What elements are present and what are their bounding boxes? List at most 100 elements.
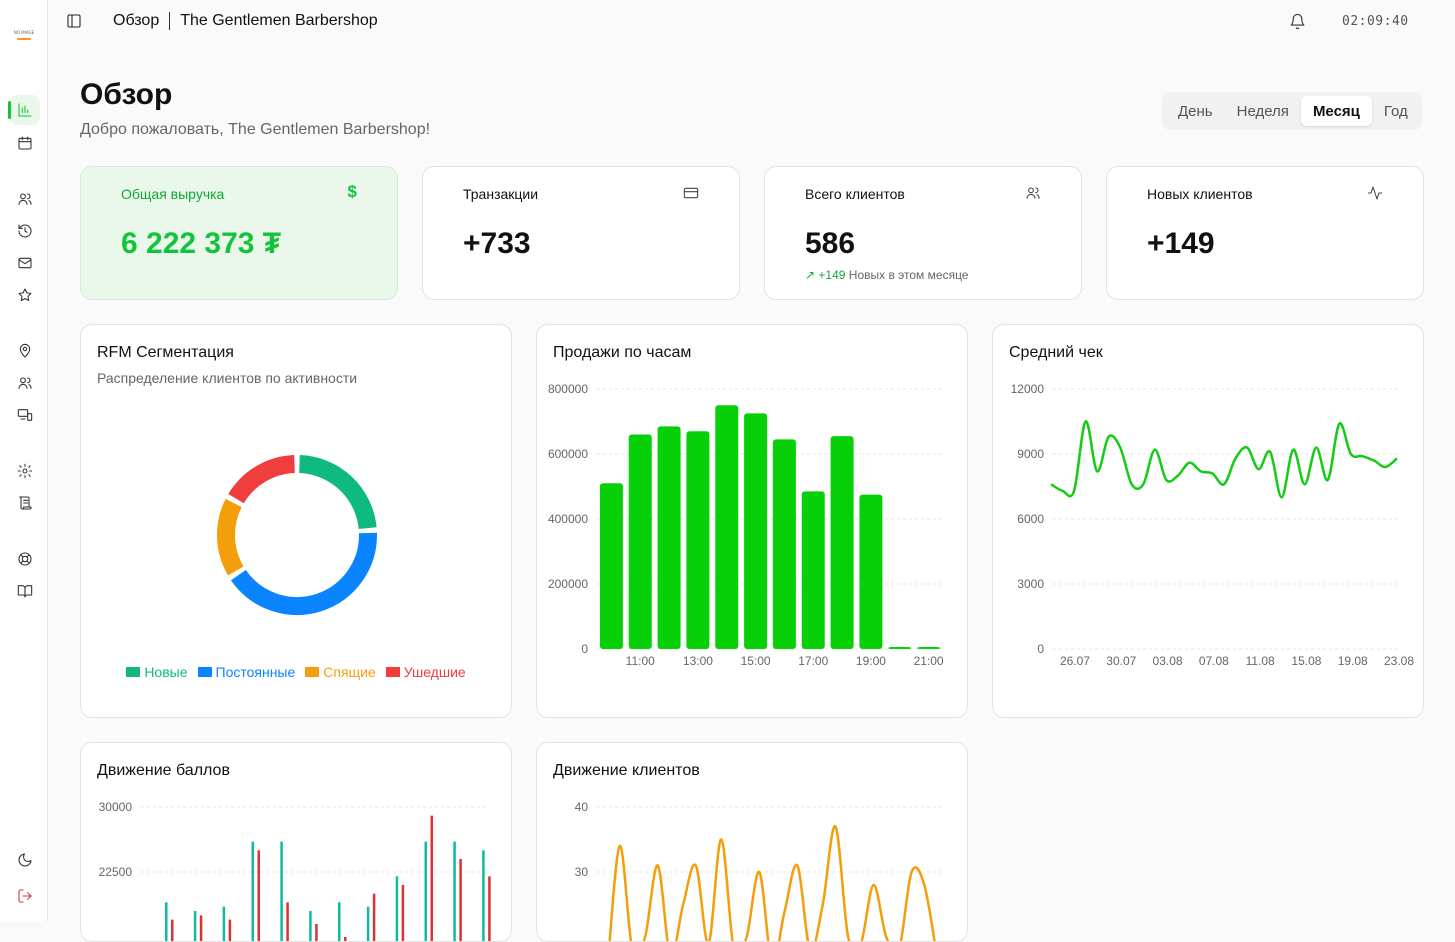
new-clients-label: Новых клиентов xyxy=(1147,186,1253,202)
points-bar-0-1 xyxy=(193,911,197,941)
tab-day[interactable]: День xyxy=(1178,102,1213,120)
sales-xtick-4: 19:00 xyxy=(856,654,886,668)
avg-title: Средний чек xyxy=(1009,344,1103,361)
transactions-label: Транзакции xyxy=(463,186,539,202)
legend-item-new[interactable]: Новые xyxy=(126,664,188,680)
points-bar-1-6 xyxy=(344,937,347,941)
tab-year[interactable]: Год xyxy=(1383,102,1408,120)
nav-staff-icon[interactable] xyxy=(10,368,40,398)
sales-bar-11 xyxy=(917,647,941,650)
sales-bar-4 xyxy=(715,405,739,649)
legend-item-churned[interactable]: Ушедшие xyxy=(385,664,466,680)
points-bar-1-11 xyxy=(488,876,491,941)
nav-dashboard-icon[interactable] xyxy=(8,95,40,125)
sales-card: Продажи по часам 0 200000 400000 600000 8000… xyxy=(536,324,968,718)
bell-icon[interactable] xyxy=(1289,13,1306,35)
theme-moon-icon[interactable] xyxy=(10,845,40,875)
nav-scroll-icon[interactable] xyxy=(10,488,40,518)
movement-title: Движение клиентов xyxy=(553,762,700,779)
new-clients-value: +149 xyxy=(1147,227,1215,260)
sales-bar-6 xyxy=(772,439,796,649)
transactions-value: +733 xyxy=(463,227,531,260)
sales-bar-2 xyxy=(657,426,681,649)
clients-note: ↗ +149 Новых в этом месяце xyxy=(805,268,968,282)
avg-xtick-0: 26.07 xyxy=(1060,654,1090,668)
points-bar-1-3 xyxy=(257,850,260,941)
breadcrumb-separator xyxy=(169,12,171,30)
points-bar-1-10 xyxy=(459,859,462,941)
avg-xtick-6: 19.08 xyxy=(1338,654,1368,668)
sales-xtick-2: 15:00 xyxy=(741,654,771,668)
transactions-card: Транзакции +733 xyxy=(422,166,740,300)
clients-label: Всего клиентов xyxy=(805,186,905,202)
sales-ytick-4: 800000 xyxy=(548,382,588,396)
dollar-icon: $ xyxy=(347,182,357,201)
sales-bar-3 xyxy=(686,431,710,649)
points-bar-1-5 xyxy=(315,924,318,941)
sidebar-toggle-icon[interactable] xyxy=(66,13,84,31)
rfm-legend: Новые Постоянные Спящие Ушедшие xyxy=(81,664,511,680)
legend-item-sleeping[interactable]: Спящие xyxy=(305,664,376,680)
nav-calendar-icon[interactable] xyxy=(10,128,40,158)
donut-slice-0 xyxy=(298,455,377,530)
avg-series-line xyxy=(1050,420,1398,499)
avg-ytick-4: 12000 xyxy=(1011,382,1045,396)
legend-item-regular[interactable]: Постоянные xyxy=(197,664,296,680)
nav-support-icon[interactable] xyxy=(10,544,40,574)
logo-text: NO IMAGE xyxy=(13,30,35,35)
sales-bar-8 xyxy=(830,436,854,649)
activity-icon xyxy=(1367,185,1383,206)
users-icon xyxy=(1025,185,1041,206)
sales-bar-7 xyxy=(801,491,825,649)
sales-ytick-2: 400000 xyxy=(548,512,588,526)
sales-bar-0 xyxy=(599,483,623,649)
points-bar-1-8 xyxy=(401,885,405,941)
sales-bar-1 xyxy=(628,434,652,649)
points-bar-0-8 xyxy=(395,876,399,941)
clock: 02:09:40 xyxy=(1342,14,1409,29)
points-ytick-1: 30000 xyxy=(99,800,133,814)
tab-month[interactable]: Месяц xyxy=(1300,96,1372,126)
tab-week[interactable]: Неделя xyxy=(1236,102,1289,120)
topbar: Обзор The Gentlemen Barbershop 02:09:40 xyxy=(48,0,1455,44)
sales-bar-5 xyxy=(744,413,768,649)
nav-star-icon[interactable] xyxy=(10,280,40,310)
credit-card-icon xyxy=(683,185,699,206)
nav-location-icon[interactable] xyxy=(10,336,40,366)
movement-line-chart: 30 40 xyxy=(575,800,943,941)
nav-settings-icon[interactable] xyxy=(10,456,40,486)
points-bar-0-3 xyxy=(251,841,254,941)
nav-devices-icon[interactable] xyxy=(10,400,40,430)
revenue-label: Общая выручка xyxy=(121,186,225,202)
donut-slice-2 xyxy=(217,498,244,576)
legend-label-new: Новые xyxy=(144,664,188,680)
sales-ytick-0: 0 xyxy=(581,642,588,656)
nav-mail-icon[interactable] xyxy=(10,248,40,278)
logo[interactable]: NO IMAGE xyxy=(8,30,40,54)
page-title: Обзор xyxy=(80,78,173,111)
donut-slice-1 xyxy=(230,532,377,615)
points-bar-0-5 xyxy=(309,911,312,941)
points-bar-0-2 xyxy=(222,906,226,941)
points-bar-1-2 xyxy=(228,919,232,941)
trending-up-icon: ↗ xyxy=(805,268,816,282)
nav-history-icon[interactable] xyxy=(10,216,40,246)
points-bar-0-9 xyxy=(424,841,427,941)
nav-users-icon[interactable] xyxy=(10,184,40,214)
points-bar-0-0 xyxy=(165,902,168,941)
sales-ytick-3: 600000 xyxy=(548,447,588,461)
rfm-title: RFM Сегментация xyxy=(97,344,234,361)
page-subtitle: Добро пожаловать, The Gentlemen Barbersh… xyxy=(80,121,431,138)
legend-label-regular: Постоянные xyxy=(215,664,296,680)
breadcrumb-section[interactable]: Обзор xyxy=(113,12,160,29)
period-selector: День Неделя Месяц Год xyxy=(1162,92,1422,130)
avg-xtick-1: 30.07 xyxy=(1106,654,1136,668)
sales-xtick-0: 11:00 xyxy=(626,654,655,668)
sales-bar-chart: 0 200000 400000 600000 800000 11:00 13:00 15:00… xyxy=(548,382,944,668)
points-bar-1-1 xyxy=(199,915,203,941)
logout-icon[interactable] xyxy=(10,881,40,911)
points-card: Движение баллов 22500 30000 xyxy=(80,742,512,942)
sales-xtick-5: 21:00 xyxy=(914,654,944,668)
points-bar-0-4 xyxy=(280,841,283,941)
nav-book-icon[interactable] xyxy=(10,576,40,606)
